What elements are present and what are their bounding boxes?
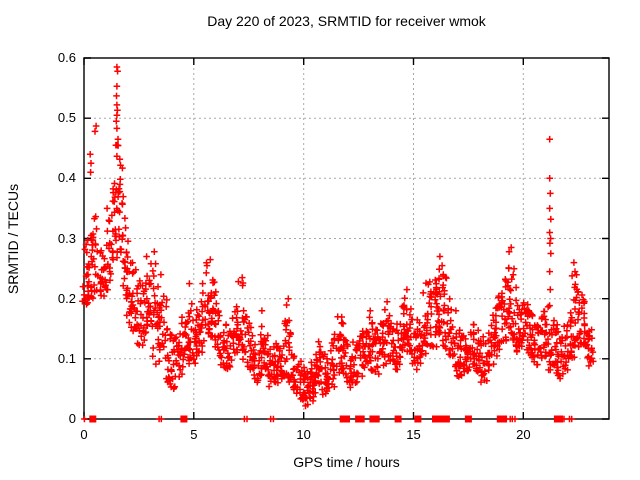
y-tick-label: 0.3 xyxy=(57,230,76,246)
y-tick-label: 0.6 xyxy=(57,50,76,65)
chart-title: Day 220 of 2023, SRMTID for receiver wmo… xyxy=(207,13,486,29)
zero-line-squares xyxy=(89,415,564,423)
x-tick-label: 5 xyxy=(190,427,198,442)
y-tick-label: 0 xyxy=(68,411,76,426)
y-tick-label: 0.4 xyxy=(57,170,76,186)
y-tick-label: 0.2 xyxy=(57,290,76,306)
x-tick-label: 15 xyxy=(406,427,421,442)
x-axis-label: GPS time / hours xyxy=(293,454,400,470)
x-tick-label: 20 xyxy=(516,427,531,442)
x-tick-label: 10 xyxy=(296,427,311,442)
scatter-points xyxy=(79,63,597,423)
x-tick-label: 0 xyxy=(80,427,88,442)
y-tick-label: 0.1 xyxy=(57,350,76,366)
y-tick-label: 0.5 xyxy=(57,110,76,126)
